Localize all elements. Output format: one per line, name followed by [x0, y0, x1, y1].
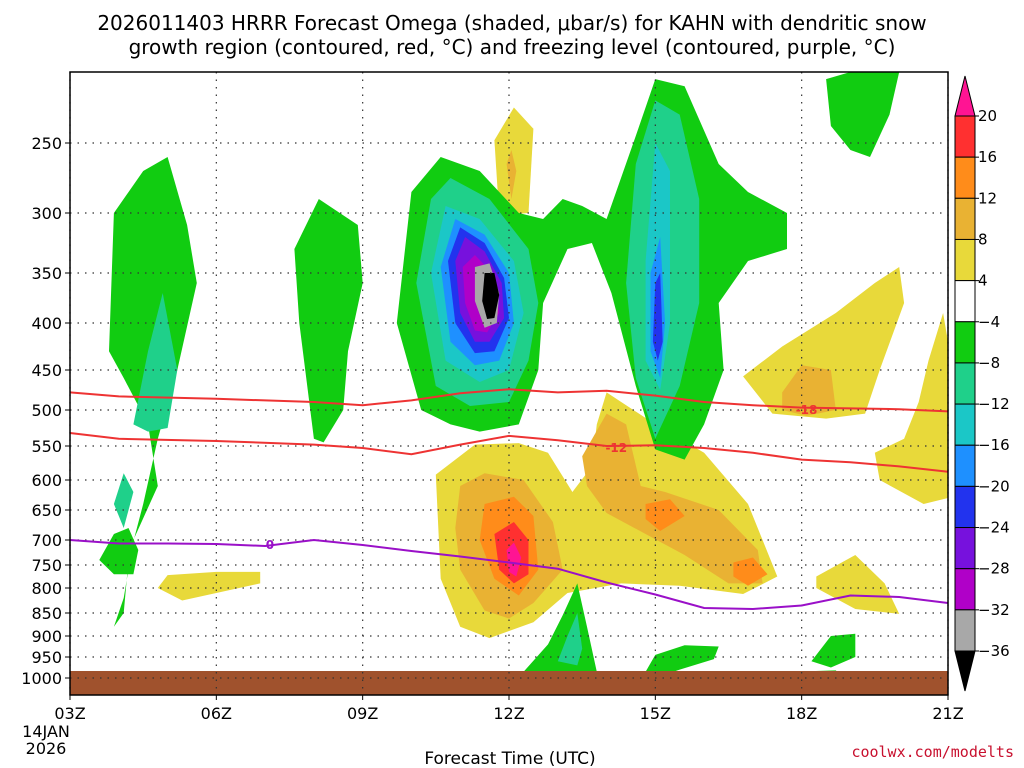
- x-tick-12Z: 12Z: [493, 704, 524, 723]
- colorbar-band-12: [954, 609, 976, 652]
- colorbar-label-3: 8: [978, 230, 988, 248]
- colorbar-band-10: [954, 527, 976, 570]
- colorbar-band-11: [954, 568, 976, 611]
- chart-title-line-2: growth region (contoured, red, °C) and f…: [129, 35, 896, 59]
- colorbar-band-4: [954, 280, 976, 323]
- y-tick-550: 550: [31, 437, 62, 456]
- x-axis-ticks: 03Z 06Z 09Z 12Z 15Z 18Z 21Z: [54, 695, 964, 723]
- colorbar-label-5: −4: [978, 313, 1000, 331]
- colorbar-label-6: −8: [978, 354, 1000, 372]
- y-tick-700: 700: [31, 531, 62, 550]
- omega-region-pos-12-spot2: [733, 557, 768, 586]
- dgz-minus18-contour-label: -18: [796, 403, 818, 417]
- x-tick-15Z: 15Z: [640, 704, 671, 723]
- omega-region-pos-4-right: [816, 555, 900, 614]
- y-tick-650: 650: [31, 501, 62, 520]
- colorbar-band-7: [954, 403, 976, 446]
- omega-region-pos-8-right-upper: [782, 365, 836, 416]
- site-credit: coolwx.com/modelts: [851, 743, 1014, 761]
- dgz-minus12-contour-line: [69, 432, 949, 473]
- freezing-level-contour-line: [69, 538, 949, 611]
- colorbar-top-arrow: [954, 75, 976, 117]
- omega-region-neg-20-right: [652, 273, 663, 361]
- colorbar-band-0: [954, 115, 976, 158]
- y-tick-600: 600: [31, 471, 62, 490]
- colorbar-label-2: 12: [978, 189, 997, 207]
- y-tick-400: 400: [31, 314, 62, 333]
- colorbar-label-4: 4: [978, 272, 988, 290]
- y-tick-900: 900: [31, 627, 62, 646]
- x-axis-label: Forecast Time (UTC): [424, 749, 595, 768]
- y-tick-350: 350: [31, 264, 62, 283]
- omega-region-neg-36-core: [482, 273, 500, 319]
- omega-region-pos-20-core: [506, 542, 522, 577]
- colorbar-legend: 20 16 12 8 4 −4 −8 −12 −16 −20 −24 −28 −32 −36: [954, 75, 1010, 692]
- dgz-minus18-contour-line: [69, 388, 949, 413]
- colorbar-label-1: 16: [978, 148, 997, 166]
- colorbar-band-9: [954, 485, 976, 529]
- date-label-line-1: 14JAN: [22, 722, 70, 741]
- y-tick-300: 300: [31, 204, 62, 223]
- omega-region-neg-8-left2: [113, 473, 134, 528]
- omega-region-neg-4-mid: [294, 199, 363, 443]
- ground-below-surface: [70, 671, 948, 695]
- omega-region-pos-4-edge: [874, 313, 948, 504]
- colorbar-band-3: [954, 238, 976, 282]
- dgz-minus12-contour-label: -12: [605, 441, 627, 455]
- colorbar-band-2: [954, 197, 976, 240]
- colorbar-bottom-arrow: [954, 650, 976, 692]
- omega-region-pos-4-right-upper: [743, 267, 905, 419]
- freezing-level-contour-label: 0: [266, 538, 274, 552]
- y-tick-800: 800: [31, 579, 62, 598]
- x-tick-06Z: 06Z: [201, 704, 232, 723]
- colorbar-label-12: −32: [978, 601, 1010, 619]
- contour-lines: -12 -18 0: [69, 388, 949, 611]
- omega-region-neg-4-left-low: [99, 528, 139, 575]
- x-tick-18Z: 18Z: [786, 704, 817, 723]
- y-tick-950: 950: [31, 648, 62, 667]
- colorbar-label-0: 20: [978, 107, 997, 125]
- colorbar-label-13: −36: [978, 642, 1010, 660]
- omega-region-neg-4-bottom3: [811, 633, 856, 668]
- y-tick-450: 450: [31, 361, 62, 380]
- x-tick-09Z: 09Z: [347, 704, 378, 723]
- colorbar-label-11: −28: [978, 560, 1010, 578]
- colorbar-label-7: −12: [978, 395, 1010, 413]
- y-tick-500: 500: [31, 401, 62, 420]
- chart-title-line-1: 2026011403 HRRR Forecast Omega (shaded, …: [97, 11, 926, 35]
- y-tick-750: 750: [31, 556, 62, 575]
- colorbar-band-6: [954, 362, 976, 405]
- omega-region-pos-8-lobe: [582, 413, 763, 584]
- plot-area: -12 -18 0: [69, 71, 949, 696]
- omega-region-neg-8-bottom: [557, 613, 583, 666]
- y-axis-ticks: 250 300 350 400 450 500 550 600 650 700 750 800 850 9…: [21, 134, 70, 688]
- omega-shading: [99, 72, 948, 676]
- colorbar-band-1: [954, 156, 976, 199]
- colorbar-label-10: −24: [978, 519, 1010, 537]
- colorbar-band-5: [954, 321, 976, 364]
- omega-region-neg-4-top-right: [826, 72, 900, 157]
- y-tick-1000: 1000: [21, 669, 62, 688]
- colorbar-label-9: −20: [978, 477, 1010, 495]
- x-tick-03Z: 03Z: [54, 704, 85, 723]
- date-label-line-2: 2026: [26, 739, 67, 758]
- x-tick-21Z: 21Z: [932, 704, 963, 723]
- omega-region-neg-4-bottom2: [645, 645, 719, 675]
- colorbar-label-8: −16: [978, 436, 1010, 454]
- colorbar-band-8: [954, 444, 976, 487]
- omega-region-pos-4-low-left: [157, 571, 261, 601]
- y-tick-850: 850: [31, 604, 62, 623]
- y-tick-250: 250: [31, 134, 62, 153]
